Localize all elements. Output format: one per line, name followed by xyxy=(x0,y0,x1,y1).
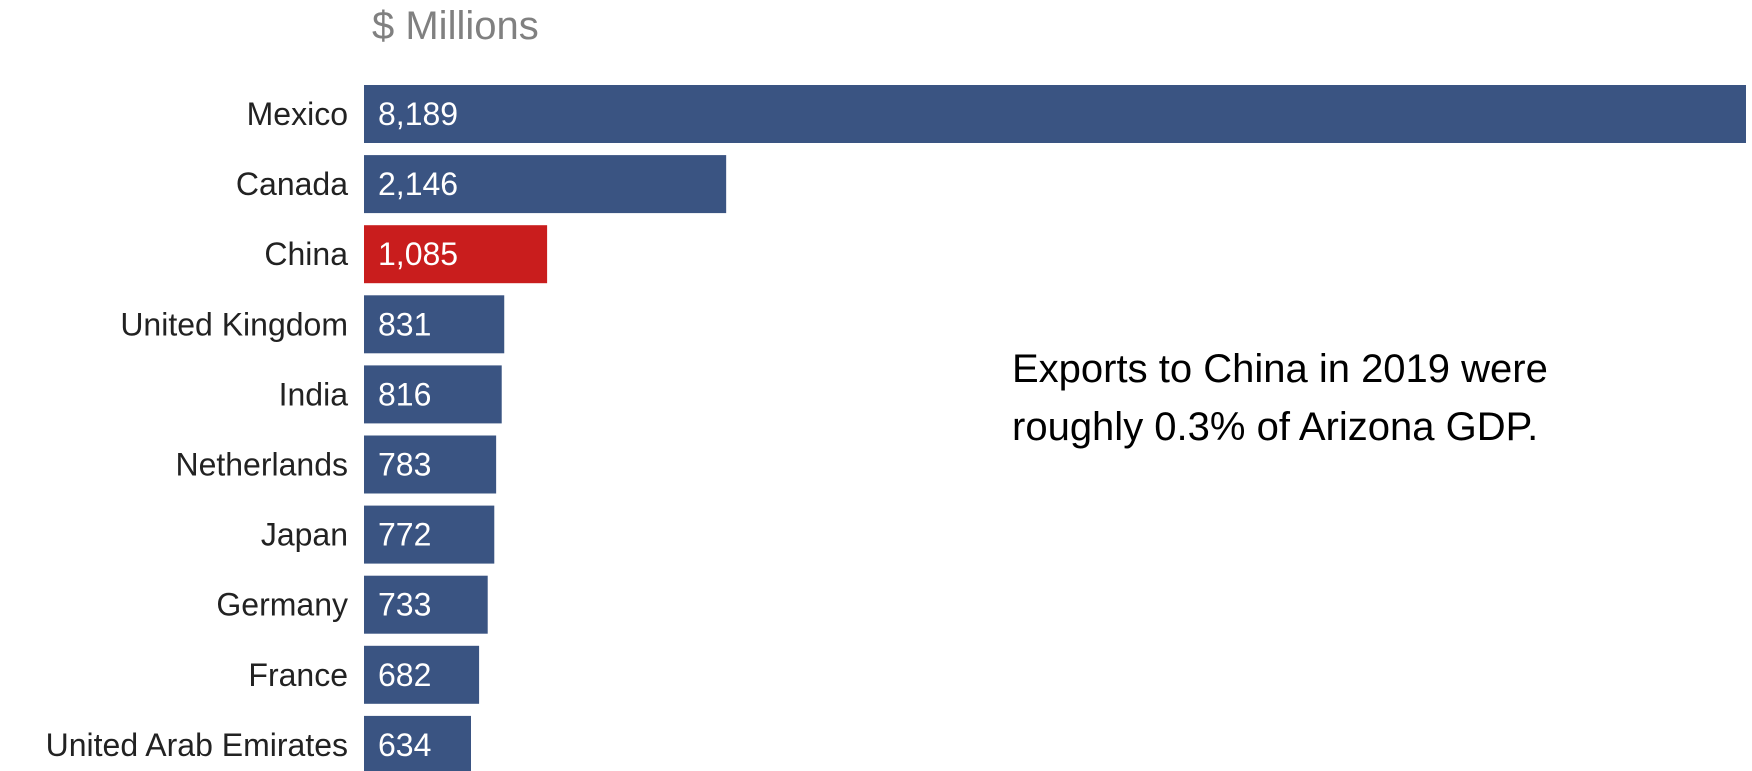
value-label: 816 xyxy=(378,376,431,412)
bar-canada xyxy=(364,155,727,214)
units-label: $ Millions xyxy=(372,4,539,48)
value-label: 733 xyxy=(378,587,431,623)
value-label: 8,189 xyxy=(378,96,458,132)
bar-united-kingdom xyxy=(364,295,505,354)
bar-mexico xyxy=(364,85,1746,143)
category-label: Mexico xyxy=(247,96,348,132)
value-label: 772 xyxy=(378,517,431,553)
value-label: 634 xyxy=(378,727,431,763)
chart-annotation: Exports to China in 2019 were roughly 0.… xyxy=(1012,347,1548,449)
bar-netherlands xyxy=(364,435,497,494)
category-label: United Kingdom xyxy=(120,306,348,342)
value-label: 682 xyxy=(378,657,431,693)
bar-japan xyxy=(364,505,495,564)
category-label: India xyxy=(279,376,349,412)
bar-united-arab-emirates xyxy=(364,715,471,771)
category-label: China xyxy=(264,236,348,272)
category-label: Canada xyxy=(236,166,348,202)
value-label: 831 xyxy=(378,306,431,342)
value-label: 783 xyxy=(378,447,431,483)
bar-india xyxy=(364,365,502,424)
category-label: Germany xyxy=(216,587,348,623)
value-label: 1,085 xyxy=(378,236,458,272)
category-label: Japan xyxy=(261,517,348,553)
category-label: United Arab Emirates xyxy=(46,727,348,763)
category-label: Netherlands xyxy=(175,447,348,483)
value-label: 2,146 xyxy=(378,166,458,202)
bar-france xyxy=(364,645,480,704)
bar-germany xyxy=(364,575,488,634)
category-label: France xyxy=(248,657,348,693)
bar-china xyxy=(364,225,548,284)
